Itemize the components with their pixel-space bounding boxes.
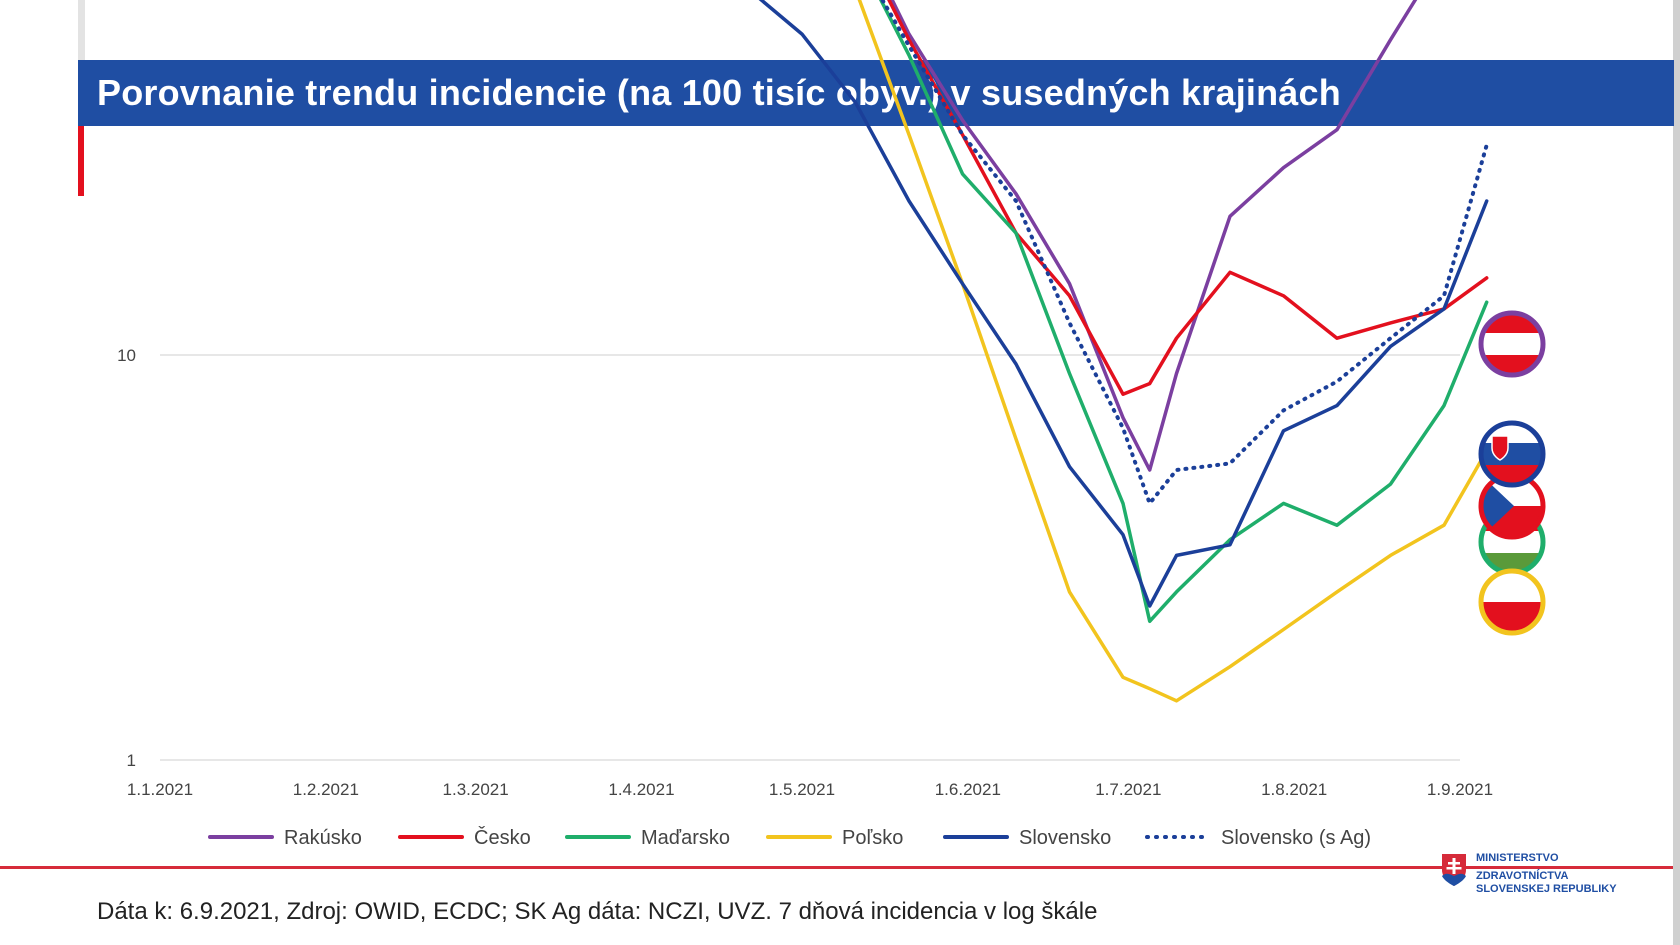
series-line-3 bbox=[857, 0, 1489, 703]
austria-flag-icon bbox=[1478, 310, 1546, 378]
x-tick-label: 1.7.2021 bbox=[1095, 780, 1161, 799]
x-tick-label: 1.1.2021 bbox=[127, 780, 193, 799]
ministry-logo: MINISTERSTVO ZDRAVOTNÍCTVA SLOVENSKEJ RE… bbox=[1440, 852, 1617, 896]
series-line-2 bbox=[878, 0, 1489, 624]
poland-flag-icon bbox=[1478, 568, 1546, 636]
x-tick-label: 1.3.2021 bbox=[443, 780, 509, 799]
x-tick-label: 1.2.2021 bbox=[293, 780, 359, 799]
slovakia-flag-icon bbox=[1478, 420, 1546, 488]
legend-label-1: Česko bbox=[474, 826, 531, 849]
x-tick-label: 1.4.2021 bbox=[608, 780, 674, 799]
x-tick-label: 1.8.2021 bbox=[1261, 780, 1327, 799]
legend-label-0: Rakúsko bbox=[284, 827, 362, 849]
footer-divider bbox=[0, 866, 1673, 869]
slovak-emblem-icon bbox=[1442, 854, 1466, 886]
x-tick-label: 1.5.2021 bbox=[769, 780, 835, 799]
y-tick-label: 10 bbox=[117, 346, 136, 365]
legend-label-4: Slovensko bbox=[1019, 827, 1111, 849]
x-tick-label: 1.6.2021 bbox=[935, 780, 1001, 799]
logo-line-2: ZDRAVOTNÍCTVA bbox=[1476, 867, 1617, 883]
left-accent-bar bbox=[78, 0, 85, 60]
legend-label-5: Slovensko (s Ag) bbox=[1221, 827, 1371, 849]
y-tick-label: 1 bbox=[127, 751, 136, 770]
logo-line-1: MINISTERSTVO bbox=[1476, 852, 1559, 864]
x-tick-label: 1.9.2021 bbox=[1427, 780, 1493, 799]
chart-area: 1101001.1.20211.2.20211.3.20211.4.20211.… bbox=[117, 0, 1546, 849]
legend-label-3: Poľsko bbox=[842, 827, 903, 849]
series-line-4 bbox=[758, 0, 1489, 608]
title-band: Porovnanie trendu incidencie (na 100 tis… bbox=[78, 60, 1674, 126]
legend-label-2: Maďarsko bbox=[641, 827, 730, 849]
source-note: Dáta k: 6.9.2021, Zdroj: OWID, ECDC; SK … bbox=[97, 898, 1098, 925]
chart-title: Porovnanie trendu incidencie (na 100 tis… bbox=[97, 72, 1341, 113]
series-line-1 bbox=[887, 0, 1489, 396]
series-line-0 bbox=[890, 0, 1418, 472]
red-accent-tick bbox=[78, 126, 84, 196]
logo-line-3: SLOVENSKEJ REPUBLIKY bbox=[1476, 883, 1617, 895]
series-line-5 bbox=[880, 0, 1489, 506]
right-edge-bar bbox=[1673, 0, 1680, 945]
